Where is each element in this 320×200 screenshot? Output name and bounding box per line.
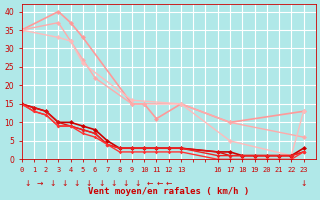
X-axis label: Vent moyen/en rafales ( km/h ): Vent moyen/en rafales ( km/h ) <box>88 187 249 196</box>
Text: ↓: ↓ <box>74 179 80 188</box>
Text: ↓: ↓ <box>110 179 117 188</box>
Text: ↓: ↓ <box>123 179 129 188</box>
Text: ←: ← <box>165 179 172 188</box>
Text: ↓: ↓ <box>135 179 141 188</box>
Text: ↓: ↓ <box>86 179 92 188</box>
Text: ↓: ↓ <box>61 179 68 188</box>
Text: ↓: ↓ <box>300 179 307 188</box>
Text: ↓: ↓ <box>98 179 104 188</box>
Text: ↓: ↓ <box>25 179 31 188</box>
Text: ←: ← <box>157 179 163 188</box>
Text: ←: ← <box>147 179 154 188</box>
Text: ↓: ↓ <box>49 179 55 188</box>
Text: →: → <box>37 179 43 188</box>
